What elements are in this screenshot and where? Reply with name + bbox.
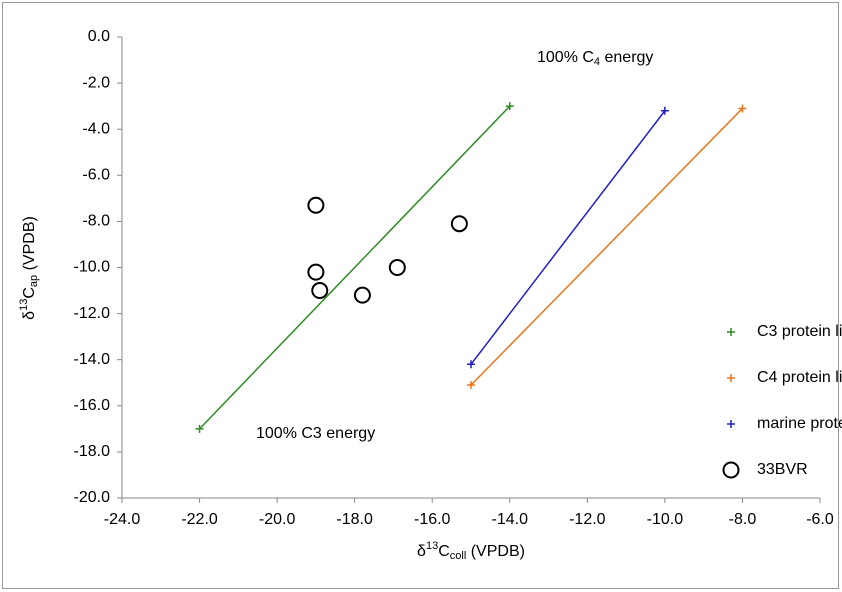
plus-marker (660, 106, 669, 115)
x-label-part: C (438, 543, 450, 560)
plus-marker (505, 102, 514, 111)
y-tick-label: -8.0 (82, 213, 110, 230)
y-tick-label: 0.0 (88, 28, 110, 45)
y-tick-label: -14.0 (74, 351, 111, 368)
annotation: 100% C4 energy (537, 49, 653, 68)
series-line (470, 110, 666, 365)
series-line (470, 107, 743, 386)
y-tick-label: -10.0 (74, 259, 111, 276)
y-tick-label: -20.0 (74, 489, 111, 506)
x-label-part: δ (417, 543, 426, 560)
x-tick-label: -10.0 (647, 511, 684, 528)
annotation: 100% C3 energy (256, 425, 375, 442)
x-tick-label: -24.0 (104, 511, 141, 528)
x-tick-label: -14.0 (492, 511, 529, 528)
legend-label: C4 protein line (757, 369, 842, 386)
y-label-part: (VPDB) (21, 216, 38, 275)
circle-marker (311, 282, 329, 300)
x-tick-label: -8.0 (729, 511, 757, 528)
y-label-part: ap (28, 275, 40, 287)
y-tick-label: -16.0 (74, 397, 111, 414)
legend-marker (727, 374, 735, 382)
plus-marker (467, 381, 475, 390)
x-tick-label: -16.0 (414, 511, 451, 528)
circle-marker (307, 196, 325, 214)
x-axis-label: δ13Ccoll (VPDB) (417, 540, 525, 562)
circle-marker (450, 215, 468, 233)
x-label-part: (VPDB) (466, 543, 525, 560)
y-label-part: 13 (18, 299, 30, 311)
legend-marker (727, 328, 735, 336)
circle-marker (388, 259, 406, 276)
legend-marker (722, 461, 740, 479)
y-tick-label: -6.0 (82, 167, 110, 184)
annotation-part: 100% C (537, 49, 594, 66)
legend-label: C3 protein line (757, 323, 842, 340)
y-tick-label: -12.0 (74, 305, 111, 322)
plus-marker (467, 360, 475, 369)
y-tick-label: -2.0 (82, 74, 110, 91)
plus-marker (195, 424, 204, 433)
series-line (199, 105, 511, 430)
annotation-part: energy (600, 49, 653, 66)
circle-marker (353, 286, 371, 304)
y-label-part: δ (21, 311, 38, 320)
x-tick-label: -12.0 (569, 511, 606, 528)
y-tick-label: -4.0 (82, 120, 110, 137)
circle-marker (307, 263, 325, 281)
plus-marker (738, 104, 747, 113)
legend-label: 33BVR (757, 461, 808, 478)
x-tick-label: -18.0 (336, 511, 373, 528)
x-label-part: coll (450, 550, 467, 562)
x-tick-label: -20.0 (259, 511, 296, 528)
x-tick-label: -22.0 (181, 511, 218, 528)
x-tick-label: -6.0 (806, 511, 834, 528)
x-label-part: 13 (426, 540, 438, 552)
annotation-part: 4 (594, 56, 600, 68)
y-label-part: C (21, 287, 38, 299)
y-axis-label: δ13Cap (VPDB) (18, 216, 40, 320)
y-tick-label: -18.0 (74, 443, 111, 460)
legend-marker (727, 420, 735, 428)
legend-label: marine protein line (757, 415, 842, 432)
